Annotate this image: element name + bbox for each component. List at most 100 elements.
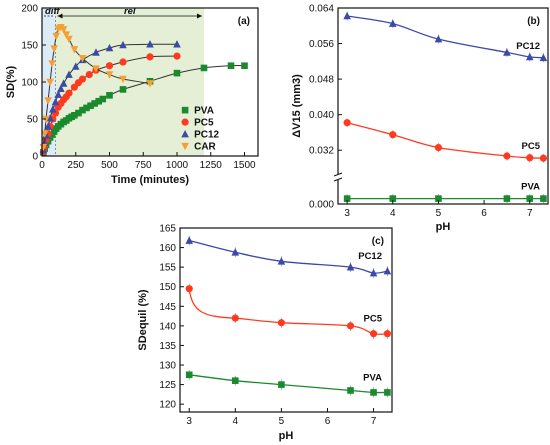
panel-c: PC12 PC5 PVA 3 4 5 6 7 120 125 130 135 140 145 150 155 1… — [137, 224, 393, 442]
data-point-car — [40, 130, 49, 138]
data-point-pc12 — [51, 97, 60, 106]
x-tick-label: 0 — [39, 160, 45, 171]
y-axis-label: SDequil (%) — [137, 289, 149, 350]
data-point-pc5 — [231, 314, 239, 322]
markers-pva — [185, 369, 391, 398]
y-tick-label: 0.040 — [309, 110, 334, 121]
data-point-pc5 — [85, 71, 93, 79]
data-point-pc5 — [78, 75, 87, 83]
markers-pc5 — [185, 283, 391, 339]
data-point-pc12 — [434, 35, 443, 43]
data-point-pva — [227, 62, 235, 70]
data-point-car — [70, 46, 79, 54]
y-tick-label: 0.000 — [309, 200, 334, 211]
series-label-pc12: PC12 — [516, 41, 540, 52]
diff-label: diff — [45, 6, 60, 17]
x-tick-label: 500 — [101, 160, 118, 171]
panel-label-a: (a) — [238, 16, 250, 27]
series-label-pc5: PC5 — [364, 314, 383, 325]
data-point-pva — [71, 112, 78, 119]
y-tick-label: 100 — [21, 78, 38, 89]
series-label-pc12: PC12 — [358, 251, 382, 262]
data-point-car — [78, 55, 87, 63]
data-point-pc12 — [57, 84, 65, 92]
series-label-pva: PVA — [521, 182, 540, 193]
data-point-pva — [389, 195, 397, 202]
y-axis-label: ΔV15 (mm3) — [291, 74, 303, 138]
data-point-pva — [370, 389, 377, 396]
legend-marker-pc12 — [181, 130, 189, 138]
data-point-pc5 — [105, 62, 114, 70]
data-point-pva — [75, 109, 82, 117]
x-tick-label: 4 — [390, 208, 396, 219]
x-tick-label: 6 — [481, 208, 487, 219]
x-tick-label: 1250 — [200, 160, 223, 171]
data-point-pc5 — [383, 330, 391, 338]
fit-line-pc5 — [188, 288, 388, 335]
markers-pc12 — [185, 235, 392, 279]
data-point-pva — [91, 100, 98, 107]
data-point-pva — [343, 195, 351, 202]
axis-break-gap — [335, 174, 341, 180]
axis-break-mark — [333, 177, 343, 182]
data-point-pc5 — [343, 119, 351, 127]
data-point-pva — [435, 195, 442, 202]
markers-pc5 — [343, 118, 548, 163]
panel-label-b: (b) — [527, 16, 540, 27]
x-tick-label: 7 — [371, 416, 377, 427]
data-point-pc5 — [119, 58, 127, 66]
panel-label-c: (c) — [372, 236, 384, 247]
plot-frame — [337, 7, 549, 205]
data-point-pva — [503, 195, 511, 202]
data-point-pc5 — [503, 152, 511, 160]
y-tick-label: 120 — [159, 400, 176, 411]
rel-arrow-head — [197, 13, 202, 19]
data-point-pva — [106, 92, 113, 99]
series-label-pc5: PC5 — [522, 141, 541, 152]
legend-marker-pc5 — [181, 118, 189, 126]
data-point-pc12 — [343, 11, 351, 20]
fit-line-pc5 — [346, 122, 544, 159]
data-point-car — [52, 32, 60, 41]
x-tick-label: 5 — [279, 416, 285, 427]
data-point-pc5 — [277, 319, 285, 327]
data-point-pva — [540, 195, 547, 202]
data-point-pc12 — [105, 43, 114, 52]
data-point-pc5 — [369, 330, 378, 338]
data-point-pva — [278, 381, 285, 388]
panel-b: PC12 PC5 PVA 3 4 5 6 7 0.000 0.032 0.040 0.048 0.056… — [291, 4, 549, 233]
data-point-pc12 — [146, 40, 154, 48]
fit-line-pc12 — [346, 15, 544, 59]
data-point-pva — [526, 195, 534, 202]
legend-marker-pva — [181, 106, 189, 114]
data-point-pc12 — [65, 70, 73, 78]
data-point-car — [146, 80, 154, 88]
markers-pva — [343, 194, 547, 204]
data-point-pc12 — [346, 263, 355, 271]
data-point-pva — [384, 389, 391, 396]
data-point-pva — [241, 62, 248, 70]
y-tick-label: 0.048 — [309, 75, 334, 86]
x-tick-label: 1500 — [233, 160, 256, 171]
data-point-car — [92, 65, 100, 73]
x-axis-label: Time (minutes) — [111, 174, 189, 186]
data-point-pc5 — [346, 322, 355, 330]
data-point-car — [65, 35, 73, 44]
data-point-pc12 — [119, 40, 127, 49]
y-tick-label: 125 — [159, 380, 176, 391]
data-point-pva — [185, 371, 193, 379]
y-tick-label: 165 — [159, 224, 176, 235]
data-point-car — [42, 115, 50, 124]
data-point-car — [119, 75, 127, 84]
axis-break-mark — [333, 172, 343, 177]
data-point-car — [59, 26, 68, 34]
data-point-car — [48, 60, 56, 68]
data-point-pc12 — [185, 236, 194, 244]
data-point-pva — [95, 97, 102, 105]
y-tick-label: 150 — [159, 282, 176, 293]
y-tick-label: 145 — [159, 302, 176, 313]
y-tick-label: 130 — [159, 361, 176, 372]
x-axis-label: pH — [436, 221, 451, 233]
data-point-car — [50, 45, 58, 53]
